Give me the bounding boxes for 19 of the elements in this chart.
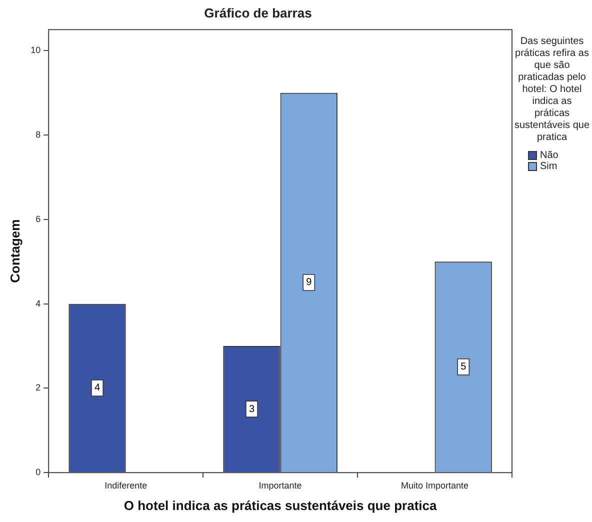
text: Das seguintes práticas refira as que são praticadas pelo hotel: O hotel indica as práticas sustentáveis que pratica bbox=[514, 36, 590, 143]
y-tick-label: 6 bbox=[36, 214, 41, 224]
x-tick-label: Importante bbox=[258, 480, 302, 490]
y-tick-label: 8 bbox=[36, 130, 41, 140]
chart-title: Gráfico de barras bbox=[204, 5, 312, 20]
y-tick-label: 4 bbox=[36, 298, 41, 308]
y-tick-label: 2 bbox=[36, 382, 41, 393]
y-tick-label: 0 bbox=[36, 467, 41, 478]
data-label: 5 bbox=[460, 362, 467, 373]
legend-label: Sim bbox=[540, 161, 558, 172]
x-axis-title: O hotel indica as práticas sustentáveis que pratica bbox=[124, 498, 438, 513]
legend-label: Não bbox=[540, 150, 558, 161]
data-label: 9 bbox=[306, 277, 312, 288]
y-tick-label: 10 bbox=[30, 45, 41, 56]
y-axis-title: Contagem bbox=[7, 219, 22, 283]
data-label: 4 bbox=[94, 382, 100, 394]
data-label: 3 bbox=[248, 404, 255, 415]
x-tick-label: Muito Importante bbox=[401, 480, 469, 490]
x-tick-label: Indiferente bbox=[104, 480, 148, 490]
